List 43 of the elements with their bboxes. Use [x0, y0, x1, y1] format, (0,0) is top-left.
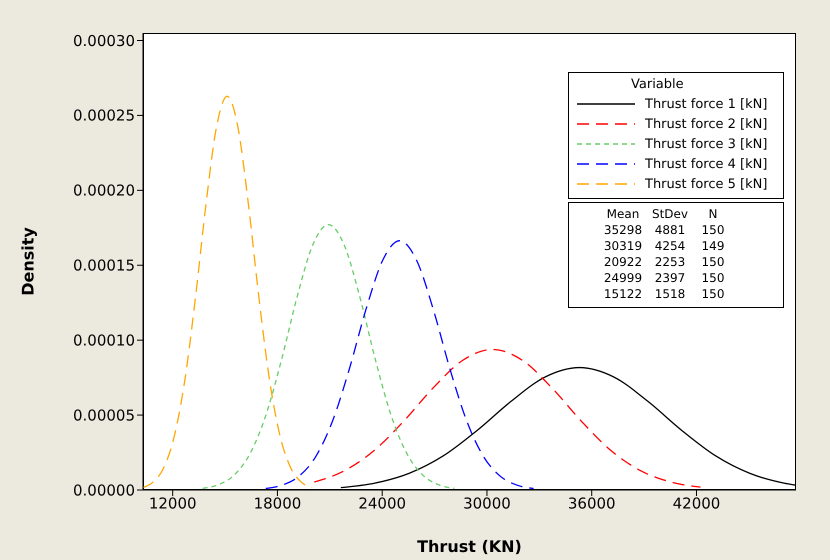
- y-tick-label: 0.00025: [72, 106, 135, 125]
- annotation: 30319: [602, 239, 644, 253]
- legend-label: Thrust force 3 [kN]: [645, 136, 768, 152]
- legend-label: Thrust force 2 [kN]: [645, 116, 768, 132]
- y-tick-label: 0.00020: [72, 182, 135, 200]
- annotation: 150: [700, 271, 726, 285]
- annotation: StDev: [650, 207, 690, 221]
- line-series: [314, 348, 702, 488]
- y-tick-label: 0.00015: [72, 256, 135, 275]
- x-axis-title: Thrust (KN): [417, 537, 522, 556]
- y-tick-label: 0.00030: [72, 32, 135, 50]
- x-tick-label: 30000: [463, 494, 511, 513]
- annotation: 149: [700, 239, 726, 253]
- legend-label: Thrust force 4 [kN]: [645, 156, 768, 172]
- annotation: 35298: [602, 223, 644, 237]
- legend-title: Variable: [630, 77, 685, 92]
- legend-label: Thrust force 1 [kN]: [645, 96, 768, 112]
- line-series: [265, 240, 534, 490]
- annotation: 24999: [602, 271, 644, 285]
- annotation: N: [708, 207, 718, 221]
- y-tick-label: 0.00005: [72, 406, 135, 424]
- y-tick-label: 0.00000: [72, 481, 135, 500]
- annotation: 150: [700, 223, 726, 237]
- annotation: Mean: [606, 207, 640, 221]
- annotation: 4254: [654, 239, 686, 253]
- annotation: 15122: [602, 287, 644, 301]
- annotation: 150: [700, 255, 726, 269]
- annotation: 2253: [654, 255, 686, 269]
- annotation: 2397: [654, 271, 686, 285]
- legend-label: Thrust force 5 [kN]: [645, 176, 768, 192]
- annotation: 1518: [654, 287, 686, 301]
- y-tick-label: 0.00010: [72, 331, 135, 350]
- x-tick-label: 36000: [568, 494, 616, 513]
- x-tick-label: 18000: [254, 494, 302, 513]
- y-axis-title: Density: [18, 226, 38, 296]
- x-tick-label: 42000: [672, 494, 720, 513]
- line-series: [143, 96, 313, 488]
- x-tick-label: 12000: [148, 494, 197, 513]
- annotation: 4881: [654, 223, 686, 237]
- x-tick-label: 24000: [358, 494, 406, 513]
- annotation: 150: [700, 287, 726, 301]
- annotation: 20922: [602, 255, 644, 269]
- line-series: [202, 224, 455, 489]
